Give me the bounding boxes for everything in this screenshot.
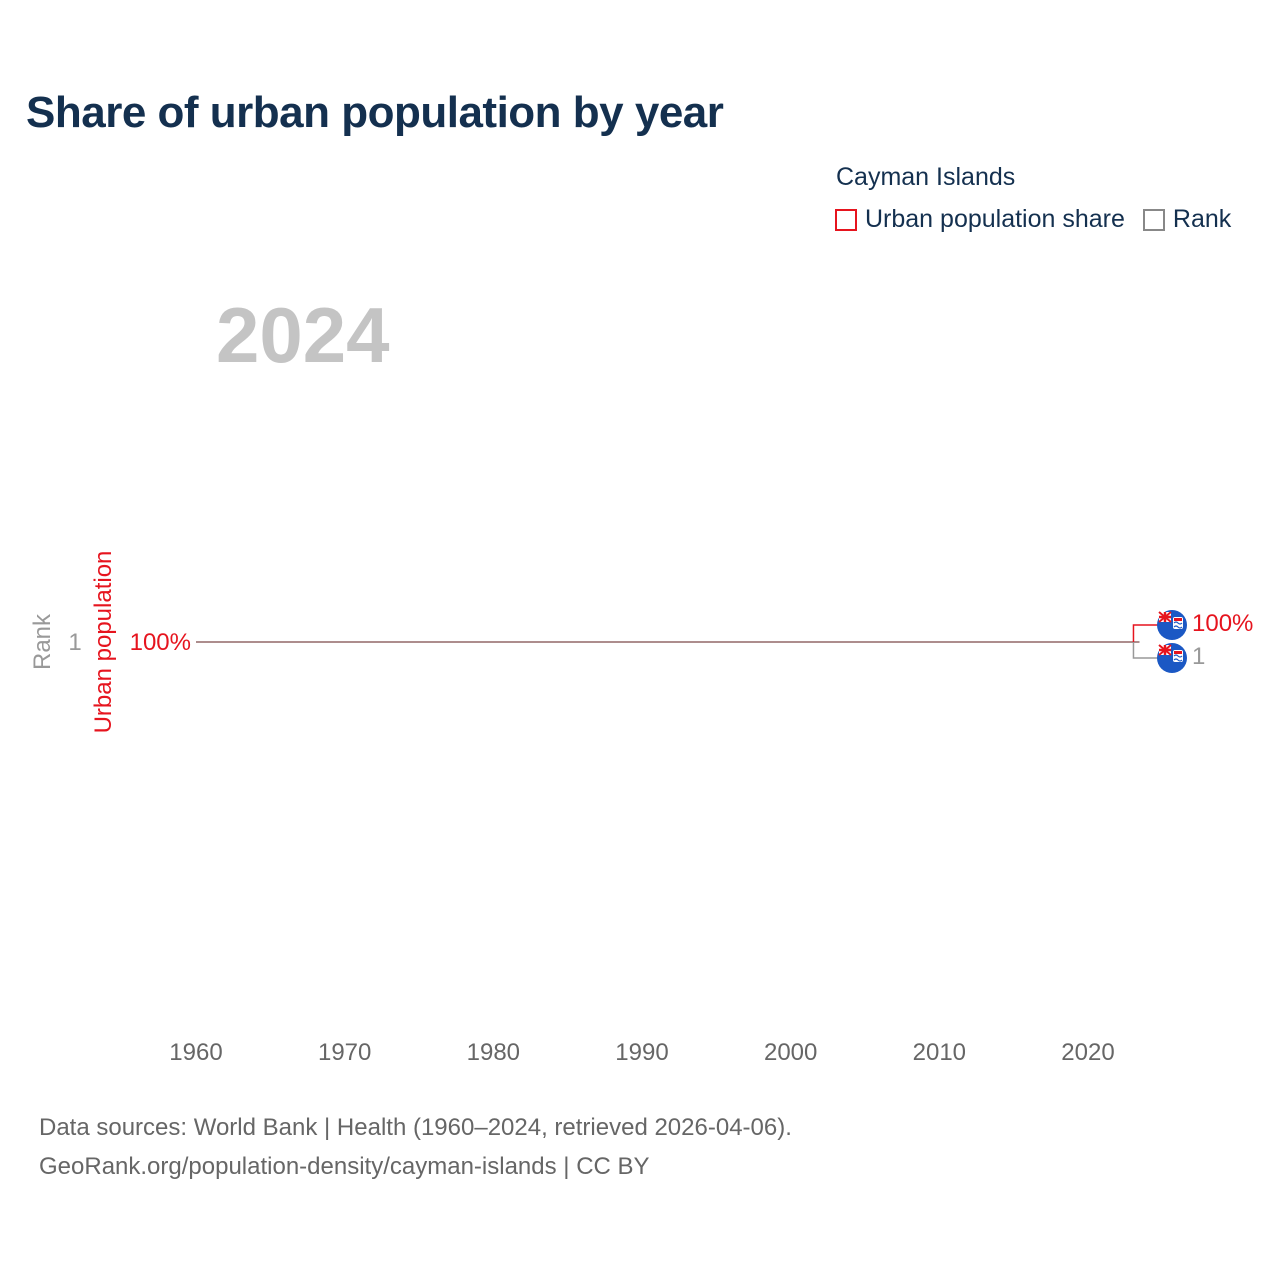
x-tick-label: 2020 [1061, 1039, 1114, 1066]
legend-item-urban-share[interactable]: Urban population share [835, 205, 1125, 234]
chart-title: Share of urban population by year [26, 88, 724, 137]
x-tick-label: 1970 [318, 1039, 371, 1066]
y-axis-label-urban: Urban population [90, 551, 117, 734]
urban-end-label: 100% [1192, 610, 1253, 637]
y-tick-urban: 100% [130, 629, 191, 656]
x-tick-label: 1990 [615, 1039, 668, 1066]
cayman-islands-flag-icon[interactable] [1157, 643, 1187, 673]
legend-item-rank[interactable]: Rank [1142, 205, 1232, 234]
source-line-1: Data sources: World Bank | Health (1960–… [39, 1114, 792, 1141]
y-tick-rank: 1 [68, 629, 81, 656]
x-axis-ticks: 1960 1970 1980 1990 2000 2010 2020 [169, 1039, 1114, 1066]
legend-label-rank: Rank [1172, 205, 1232, 233]
x-tick-label: 2000 [764, 1039, 817, 1066]
x-tick-label: 1980 [467, 1039, 520, 1066]
x-tick-label: 1960 [169, 1039, 222, 1066]
urban-end-connector [1132, 624, 1158, 642]
cayman-islands-flag-icon[interactable] [1157, 610, 1187, 640]
legend-country: Cayman Islands [836, 163, 1016, 191]
rank-end-label: 1 [1192, 643, 1205, 670]
rank-end-connector [1132, 642, 1158, 659]
x-tick-label: 2010 [913, 1039, 966, 1066]
legend-label-urban-share: Urban population share [865, 205, 1125, 233]
source-line-2[interactable]: GeoRank.org/population-density/cayman-is… [39, 1153, 650, 1180]
current-year-label: 2024 [216, 291, 390, 379]
data-source-note: Data sources: World Bank | Health (1960–… [39, 1108, 792, 1186]
legend-checkbox-urban-share[interactable] [835, 208, 857, 231]
legend-checkbox-rank[interactable] [1142, 208, 1165, 231]
legend: Urban population share Rank [835, 205, 1249, 234]
y-axis-label-rank: Rank [29, 613, 56, 670]
